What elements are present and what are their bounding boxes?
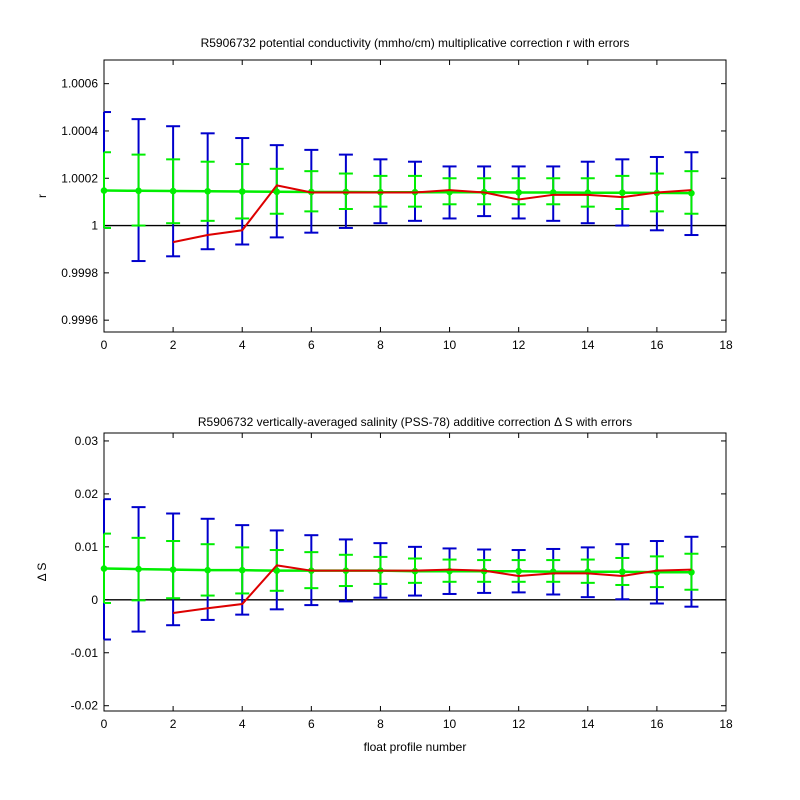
- green-series-point: [619, 189, 626, 196]
- y-tick-label: 0.9998: [61, 266, 98, 280]
- green-series-point: [204, 187, 211, 195]
- green-series-point: [204, 566, 211, 574]
- y-tick-label: 0.02: [75, 487, 99, 501]
- y-tick-label: -0.01: [71, 646, 99, 660]
- top-panel-r: R5906732 potential conductivity (mmho/cm…: [35, 36, 733, 352]
- green-series-point: [100, 187, 108, 194]
- y-tick-label: 0.9996: [61, 313, 98, 327]
- x-tick-label: 6: [308, 717, 315, 731]
- bottom-panel-delta-s: R5906732 vertically-averaged salinity (P…: [35, 415, 733, 754]
- x-tick-label: 4: [239, 338, 246, 352]
- x-tick-label: 14: [581, 338, 595, 352]
- x-axis-label: float profile number: [364, 740, 467, 754]
- x-tick-label: 0: [101, 717, 108, 731]
- green-series-point: [515, 567, 522, 575]
- y-tick-label: -0.02: [71, 699, 99, 713]
- x-tick-label: 0: [101, 338, 108, 352]
- x-tick-label: 12: [512, 338, 526, 352]
- green-series-point: [169, 187, 177, 195]
- y-tick-label: 0: [91, 593, 98, 607]
- y-axis-label: Δ S: [35, 563, 49, 582]
- y-tick-label: 0.03: [75, 434, 99, 448]
- green-series-point: [135, 565, 142, 573]
- red-series-line: [172, 564, 692, 615]
- x-tick-label: 10: [443, 338, 457, 352]
- y-tick-label: 1.0002: [61, 171, 98, 185]
- x-tick-label: 18: [719, 338, 733, 352]
- green-series-point: [135, 187, 142, 195]
- x-tick-label: 10: [443, 717, 457, 731]
- chart-title: R5906732 potential conductivity (mmho/cm…: [201, 36, 630, 50]
- green-series-point: [273, 188, 281, 196]
- y-tick-label: 1.0006: [61, 77, 98, 91]
- green-series-point: [619, 568, 626, 576]
- x-tick-label: 14: [581, 717, 595, 731]
- y-tick-label: 1: [91, 219, 98, 233]
- chart-title: R5906732 vertically-averaged salinity (P…: [198, 415, 632, 429]
- green-series-point: [238, 566, 246, 574]
- red-series-line: [172, 184, 692, 244]
- x-tick-label: 2: [170, 717, 177, 731]
- x-tick-label: 16: [650, 717, 664, 731]
- y-tick-label: 1.0004: [61, 124, 98, 138]
- green-series-point: [688, 568, 695, 576]
- x-tick-label: 16: [650, 338, 664, 352]
- green-series-point: [515, 189, 522, 196]
- x-tick-label: 18: [719, 717, 733, 731]
- y-tick-label: 0.01: [75, 540, 99, 554]
- green-series-point: [100, 565, 108, 572]
- x-tick-label: 6: [308, 338, 315, 352]
- x-tick-label: 2: [170, 338, 177, 352]
- x-tick-label: 12: [512, 717, 526, 731]
- x-tick-label: 4: [239, 717, 246, 731]
- x-tick-label: 8: [377, 338, 384, 352]
- x-tick-label: 8: [377, 717, 384, 731]
- green-series-point: [238, 188, 246, 195]
- green-series-point: [273, 567, 281, 574]
- green-series-point: [169, 566, 177, 573]
- y-axis-label: r: [35, 194, 49, 198]
